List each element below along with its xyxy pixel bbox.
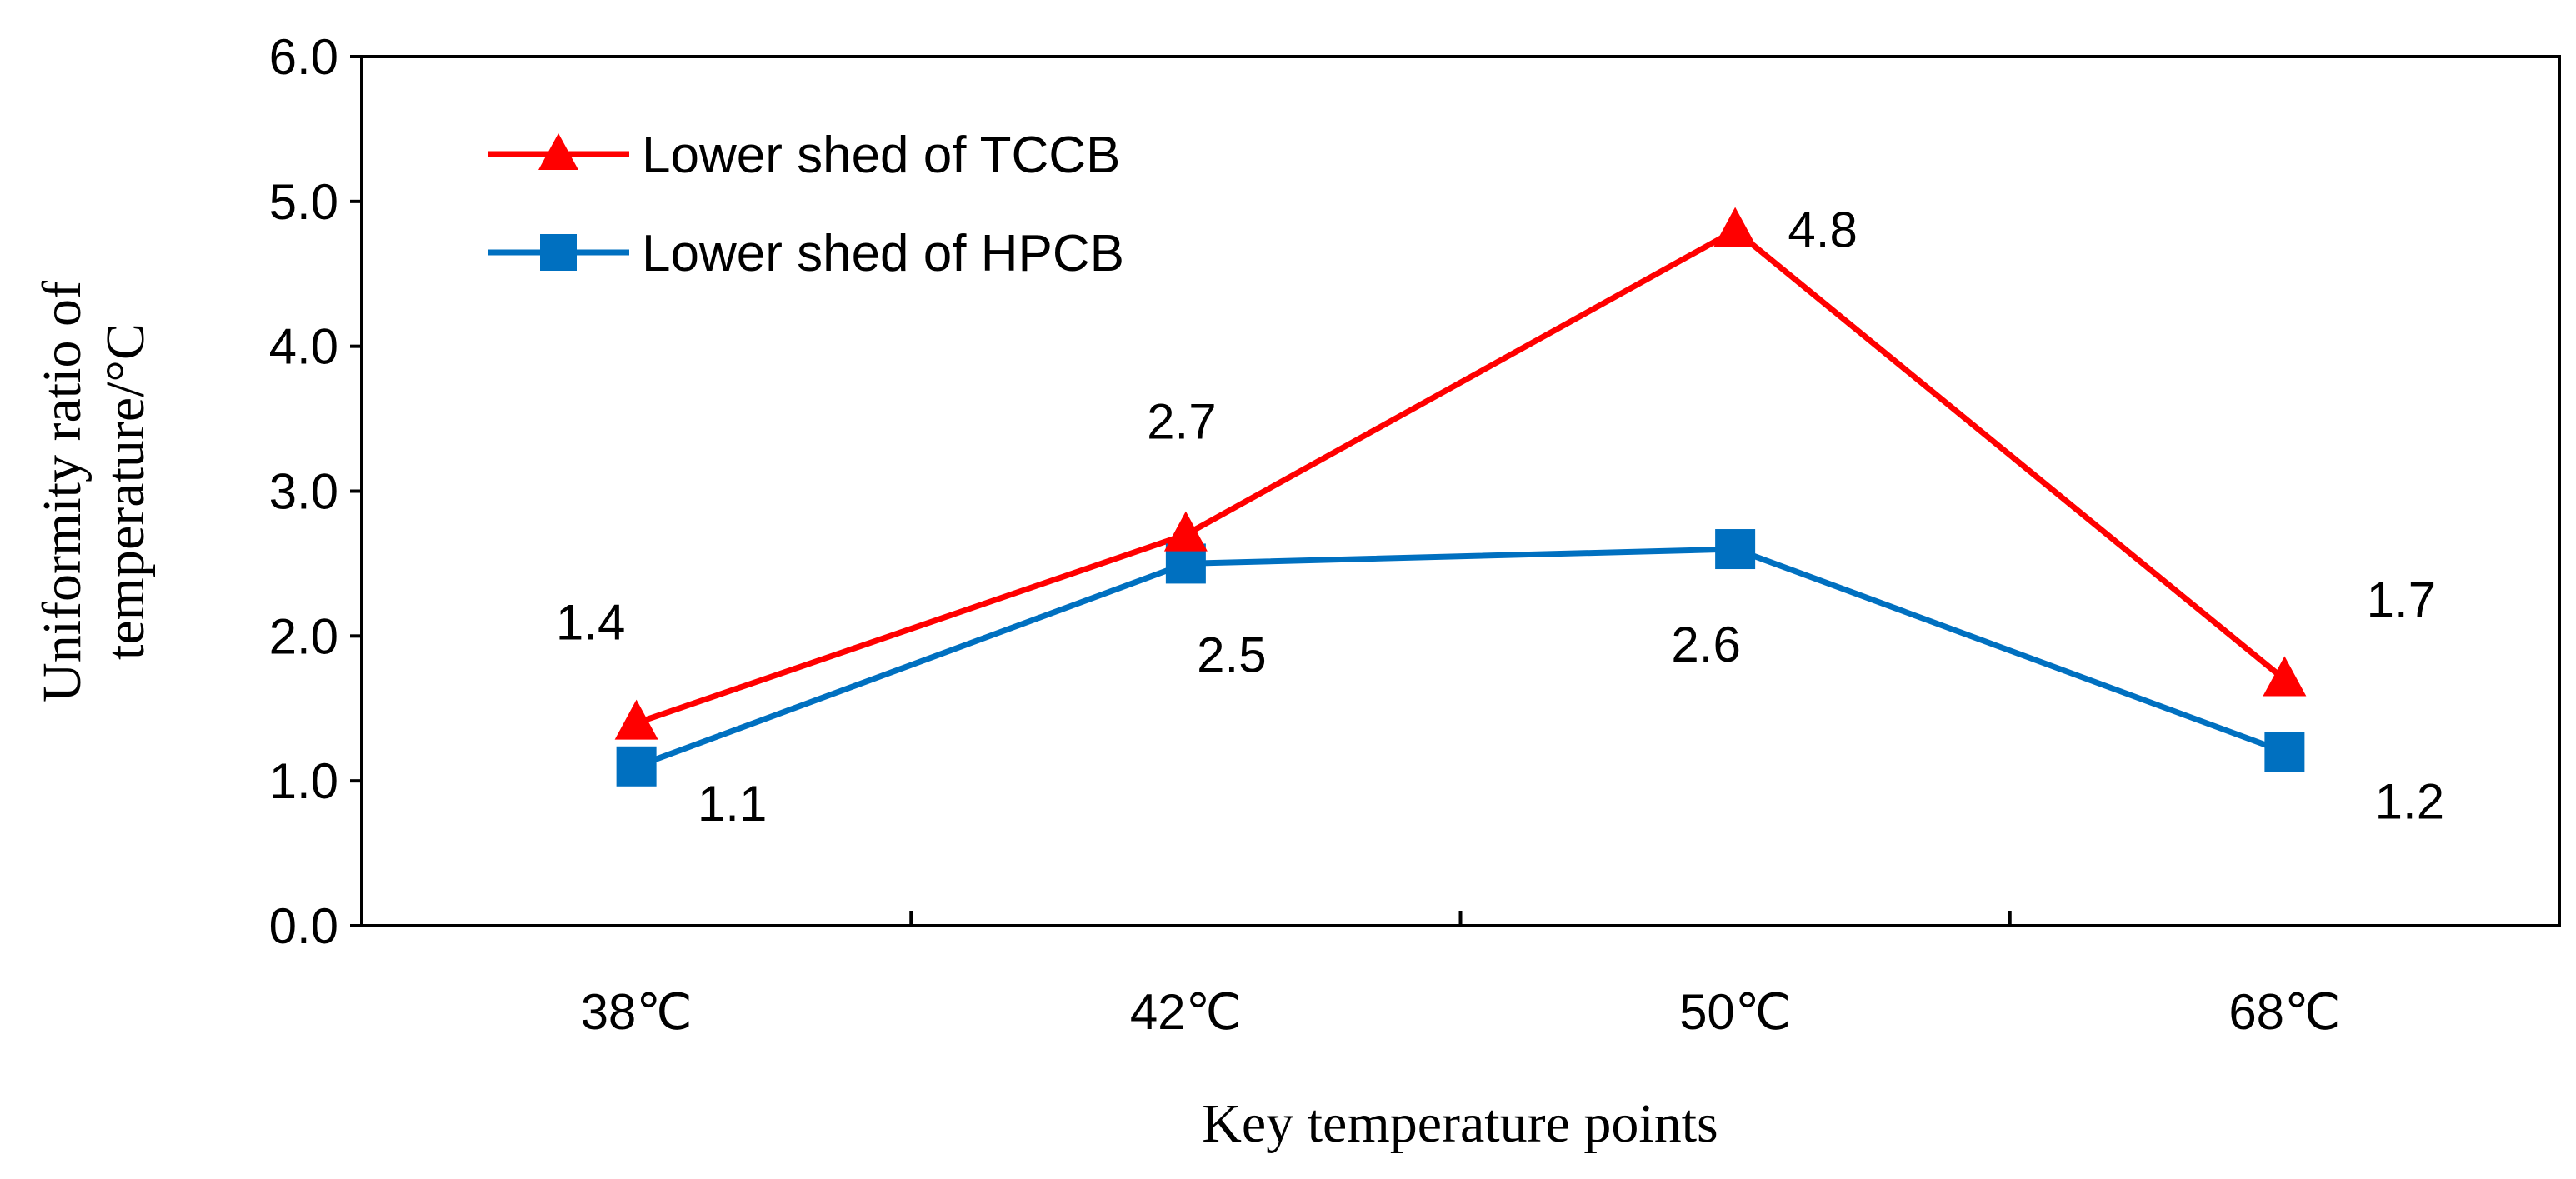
data-label-tccb-3: 1.7 [2367, 572, 2436, 627]
point-hpcb-0 [616, 746, 657, 787]
legend: Lower shed of TCCB Lower shed of HPCB [488, 127, 1124, 282]
y-tick-label: 2.0 [269, 608, 338, 664]
series-line-hpcb [635, 546, 2286, 770]
point-hpcb-3 [2264, 732, 2305, 772]
x-tick-label: 68℃ [2228, 984, 2340, 1040]
y-tick-label: 6.0 [269, 29, 338, 85]
point-tccb-0 [614, 699, 658, 740]
y-tick-label: 4.0 [269, 319, 338, 375]
data-label-hpcb-1: 2.5 [1197, 627, 1266, 682]
point-tccb-3 [2263, 656, 2307, 697]
y-tick-label: 1.0 [269, 753, 338, 809]
y-axis-title-line-1: Uniformity ratio of [32, 281, 93, 702]
legend-label-tccb: Lower shed of TCCB [642, 127, 1120, 184]
plot-area-frame [360, 55, 2561, 927]
data-label-hpcb-3: 1.2 [2375, 773, 2444, 829]
point-hpcb-2 [1715, 529, 1756, 570]
legend-square-marker [540, 234, 577, 271]
data-label-tccb-0: 1.4 [556, 595, 625, 651]
data-label-tccb-2: 4.8 [1788, 202, 1857, 258]
point-tccb-1 [1163, 511, 1208, 552]
data-label-hpcb-2: 2.6 [1671, 617, 1740, 672]
series-line-tccb [635, 227, 2287, 726]
x-tick-label: 50℃ [1679, 984, 1791, 1040]
legend-triangle-marker [538, 133, 578, 170]
point-tccb-2 [1713, 207, 1758, 247]
y-tick-label: 3.0 [269, 464, 338, 520]
x-axis-title: Key temperature points [1202, 1093, 1718, 1154]
y-axis-title-line-2: temperature/°C [95, 323, 156, 660]
y-tick-label: 0.0 [269, 898, 338, 954]
legend-label-hpcb: Lower shed of HPCB [642, 225, 1124, 282]
y-tick-label: 5.0 [269, 174, 338, 230]
x-tick-label: 42℃ [1130, 984, 1242, 1040]
data-label-hpcb-0: 1.1 [698, 776, 767, 832]
x-tick-label: 38℃ [581, 984, 693, 1040]
data-label-tccb-1: 2.7 [1147, 394, 1216, 450]
